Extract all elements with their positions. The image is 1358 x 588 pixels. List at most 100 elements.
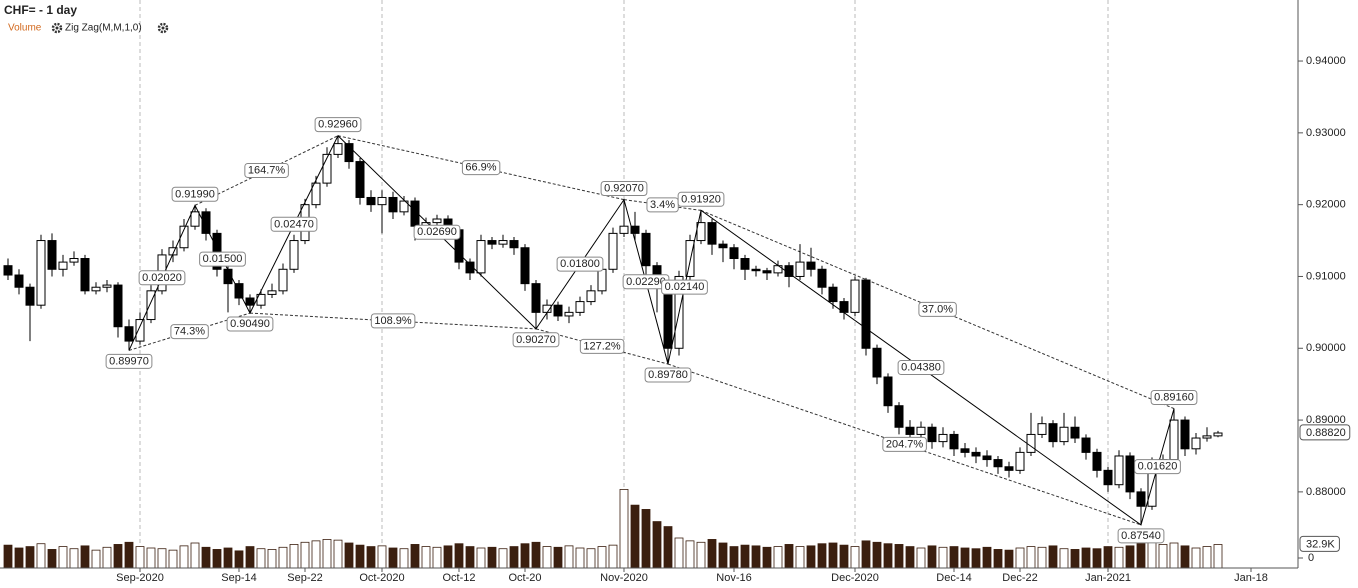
candle-body	[135, 319, 145, 342]
volume-bar	[36, 543, 46, 569]
candle-body	[3, 265, 13, 276]
candle-body	[1081, 437, 1091, 453]
candle-body	[124, 326, 134, 342]
volume-tick-label: 0	[1308, 552, 1314, 564]
candle-body	[971, 451, 981, 457]
volume-bar	[839, 544, 849, 569]
candle-body	[1202, 435, 1212, 439]
candle-body	[1004, 466, 1014, 471]
candle-body	[69, 258, 79, 263]
volume-bar	[630, 504, 640, 569]
ratio-label-text: 127.2%	[583, 340, 621, 352]
candle-body	[1026, 433, 1036, 453]
candle-body	[377, 196, 387, 206]
pivot-label: 0.90270	[512, 332, 560, 348]
volume-bar	[784, 544, 794, 569]
volume-bar	[432, 546, 442, 569]
candle-body	[388, 196, 398, 213]
last-volume-tag-box	[1299, 535, 1340, 552]
candle-body	[817, 268, 827, 288]
move-label-text: 0.01800	[560, 258, 600, 270]
x-tick-label: Nov-2020	[600, 572, 648, 584]
volume-bar	[498, 548, 508, 569]
candle-body	[916, 426, 926, 435]
ratio-label-box	[918, 301, 957, 317]
candle-body	[564, 311, 574, 317]
move-label-box	[661, 279, 708, 295]
volume-bar	[586, 548, 596, 569]
candle-body	[1125, 455, 1135, 493]
settings-icon[interactable]	[51, 22, 63, 34]
candle-body	[1048, 423, 1058, 443]
move-label-text: 0.02020	[142, 272, 182, 284]
candle-body	[982, 455, 992, 461]
move-label: 0.02470	[270, 216, 318, 232]
volume-bar	[124, 541, 134, 569]
volume-bar	[256, 548, 266, 569]
volume-bar	[1081, 547, 1091, 569]
candle-body	[1180, 419, 1190, 450]
volume-bar	[80, 545, 90, 569]
candle-body	[718, 243, 728, 249]
candle-body	[399, 200, 409, 213]
volume-bar	[190, 542, 200, 569]
candle-body	[1015, 451, 1025, 471]
ratio-label: 66.9%	[461, 160, 501, 176]
move-label: 0.02020	[138, 270, 186, 286]
volume-bar	[388, 547, 398, 569]
candle-body	[102, 284, 112, 288]
volume-legend[interactable]: Volume	[8, 23, 42, 34]
pivot-label: 0.91990	[171, 186, 219, 202]
y-tick-label: 0.90000	[1306, 342, 1346, 354]
volume-bar	[509, 546, 519, 569]
candle-body	[531, 283, 541, 313]
pivot-label-box	[171, 186, 219, 202]
candle-body	[289, 240, 299, 270]
volume-bar	[344, 542, 354, 569]
volume-bar	[850, 546, 860, 569]
move-label-box	[1134, 459, 1181, 475]
volume-bar	[1103, 546, 1113, 569]
volume-bar	[740, 544, 750, 569]
candle-body	[1092, 451, 1102, 471]
y-tick-label: 0.92000	[1306, 199, 1346, 211]
move-label-box	[138, 270, 186, 286]
ratio-label-box	[244, 162, 289, 178]
candle-body	[267, 290, 277, 295]
ratio-label-box	[461, 160, 501, 176]
ratio-label-text: 37.0%	[922, 303, 953, 315]
candle-body	[1059, 426, 1069, 443]
ratio-label-text: 108.9%	[374, 315, 412, 327]
volume-bar	[322, 539, 332, 569]
candle-body	[597, 268, 607, 292]
move-label-text: 0.04380	[901, 362, 941, 374]
candle-body	[773, 265, 783, 274]
volume-bar	[377, 545, 387, 569]
pivot-label: 0.92960	[314, 117, 362, 133]
candle-body	[311, 182, 321, 206]
candle-body	[278, 268, 288, 292]
ratio-label-box	[370, 313, 416, 329]
move-label-box	[199, 251, 246, 267]
volume-bar	[982, 546, 992, 569]
candle-body	[608, 232, 618, 270]
pivot-label-box	[1117, 528, 1165, 544]
pivot-label-text: 0.91920	[681, 193, 721, 205]
candle-body	[1136, 491, 1146, 507]
pivot-label-text: 0.92960	[318, 119, 358, 131]
ratio-label-text: 3.4%	[650, 199, 675, 211]
volume-bar	[894, 544, 904, 569]
last-price-tag-text: 0.88820	[1306, 427, 1346, 439]
x-tick-label: Sep-22	[287, 572, 322, 584]
candle-body	[476, 240, 486, 274]
volume-bar	[597, 546, 607, 569]
volume-bar	[916, 547, 926, 569]
x-tick-label: Sep-2020	[116, 572, 164, 584]
volume-bar	[773, 546, 783, 569]
zigzag-legend[interactable]: Zig Zag(M,M,1,0)	[65, 23, 142, 34]
volume-bar	[872, 541, 882, 569]
settings-icon[interactable]	[157, 22, 169, 34]
ratio-line	[667, 363, 1142, 526]
x-tick-label: Sep-14	[221, 572, 256, 584]
